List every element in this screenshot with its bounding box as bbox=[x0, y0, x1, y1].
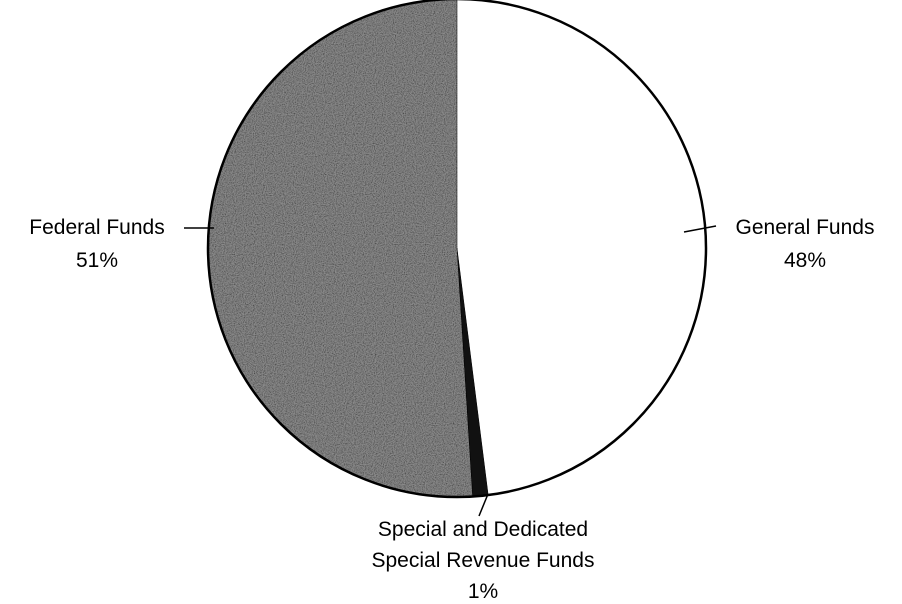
pie-outline bbox=[206, 0, 708, 499]
label-general-funds: General Funds bbox=[736, 216, 875, 239]
label-federal-funds: Federal Funds bbox=[29, 216, 164, 239]
label-special-funds-line1: Special and Dedicated bbox=[378, 518, 588, 541]
pie-slice-general-funds bbox=[457, 0, 706, 496]
label-federal-funds-percent: 51% bbox=[76, 249, 118, 272]
leader-line-special-funds bbox=[478, 493, 489, 517]
pie-slices bbox=[207, 0, 706, 498]
leader-line-general-funds bbox=[683, 225, 717, 233]
pie-slice-federal-funds bbox=[207, 0, 473, 498]
label-special-funds-line2: Special Revenue Funds bbox=[372, 549, 595, 572]
label-special-funds-percent: 1% bbox=[468, 580, 498, 603]
label-general-funds-percent: 48% bbox=[784, 249, 826, 272]
